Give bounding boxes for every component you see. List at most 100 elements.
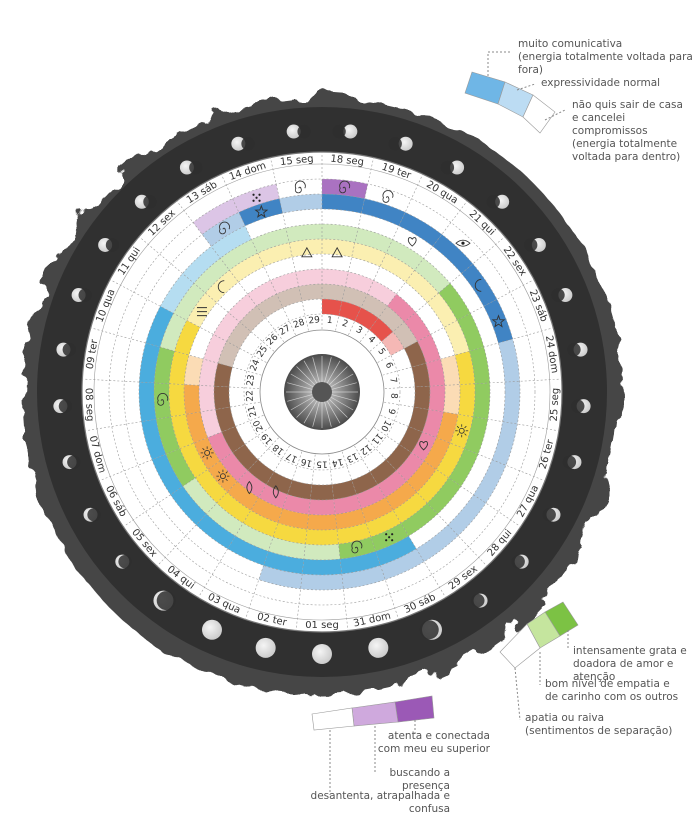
ring-cell [377,470,407,498]
ring-cell [464,416,488,455]
ring-cell [404,312,431,342]
ring-cell [369,459,397,485]
legend-top-label-1: muito comunicativa (energia totalmente v… [518,38,693,76]
ring-cell [322,239,355,258]
ring-cell [338,301,362,322]
day-number: 28 [292,318,306,331]
moon-phase-icon [312,644,332,664]
ring-cell [385,481,417,511]
ring-cell [408,407,429,432]
ring-cell [341,565,386,589]
ring-cell [385,444,412,471]
mandala-ray [328,395,354,411]
mandala-ray [296,366,317,387]
dots-icon [391,533,394,536]
grid-spoke [380,415,546,482]
grid-spoke [176,200,285,343]
day-number: 20 [252,418,266,433]
ring-cell [361,293,388,318]
ring-cell [295,269,322,287]
ring-cell [154,382,172,420]
dots-icon [391,539,394,542]
grid-spoke [85,401,260,432]
legend-right-swatch [499,623,541,669]
grid-circle [108,178,536,606]
ring-cell [469,347,490,384]
ring-cell [200,409,222,438]
ring-cell [308,499,336,516]
ring-cell [381,331,405,356]
sun-ray [225,478,228,482]
ring-cell [174,320,201,356]
day-number: 16 [300,456,314,468]
ring-cell [243,510,278,537]
ring-cell [287,480,312,500]
moon-phase-icon [286,124,301,139]
ring-cell [266,471,293,495]
ring-cell [448,448,479,487]
ring-cell [322,284,346,302]
ring-cell [289,239,322,258]
dots-icon [388,536,391,539]
mandala-ray [287,382,315,391]
ring-cell [458,383,475,417]
ring-cell [356,484,386,509]
grid-spoke [341,451,399,620]
ring-cell [257,242,293,267]
ring-cell [237,470,267,498]
ring-cell [378,306,405,332]
ring-cell [258,484,288,509]
leaf-icon [272,485,279,499]
ring-cell [341,286,368,308]
spiral-icon [351,540,363,554]
sun-ray [209,455,213,458]
moon-shadow [388,137,402,151]
ring-cell [193,437,221,470]
mandala-ray [323,357,332,385]
moon-shadow [542,508,556,522]
ring-cell [396,452,424,482]
ring-cell [211,225,252,259]
day-number: 10 [378,418,392,433]
ring-cell [351,471,378,495]
legend-bottom-swatch [394,695,435,723]
ring-cell [199,359,218,387]
ring-cell [447,494,486,536]
ring-cell [398,426,423,453]
ring-cell [307,514,337,530]
spiral-icon [339,180,351,194]
ring-cell [405,270,439,303]
day-label: 08 seg [82,388,95,422]
ring-cell [498,339,520,383]
moon-shadow [58,399,73,413]
grid-spoke [382,327,554,376]
ring-cell [184,355,204,386]
ring-cell [440,355,460,386]
grid-spoke [373,427,521,527]
ring-cell [422,409,444,438]
moon-shadow [440,160,455,175]
ring-cell [227,535,269,566]
ring-cell [426,359,445,387]
day-number: 7 [387,377,398,384]
moon-shadow [78,288,92,302]
ring-cell [185,411,208,444]
day-number: 23 [246,374,258,387]
triangle-icon [301,246,313,258]
spiral-icon [382,190,394,203]
sun-ray [464,425,467,429]
ring-cell [193,258,230,293]
moon-shadow [571,399,585,413]
leader-line [514,667,521,721]
ring-cell [235,523,274,552]
ring-cell [322,224,359,243]
ring-cell [214,386,231,410]
ring-cell [258,565,303,589]
ring-cell [300,573,344,590]
ring-cell [454,351,475,385]
ring-cell [303,544,341,560]
day-number: 9 [385,407,396,415]
ring-cell [298,284,322,302]
sun-icon [204,449,211,456]
